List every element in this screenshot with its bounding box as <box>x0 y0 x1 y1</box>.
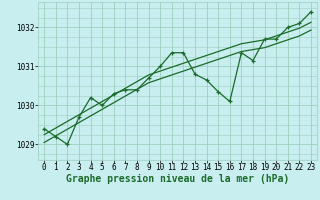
X-axis label: Graphe pression niveau de la mer (hPa): Graphe pression niveau de la mer (hPa) <box>66 174 289 184</box>
